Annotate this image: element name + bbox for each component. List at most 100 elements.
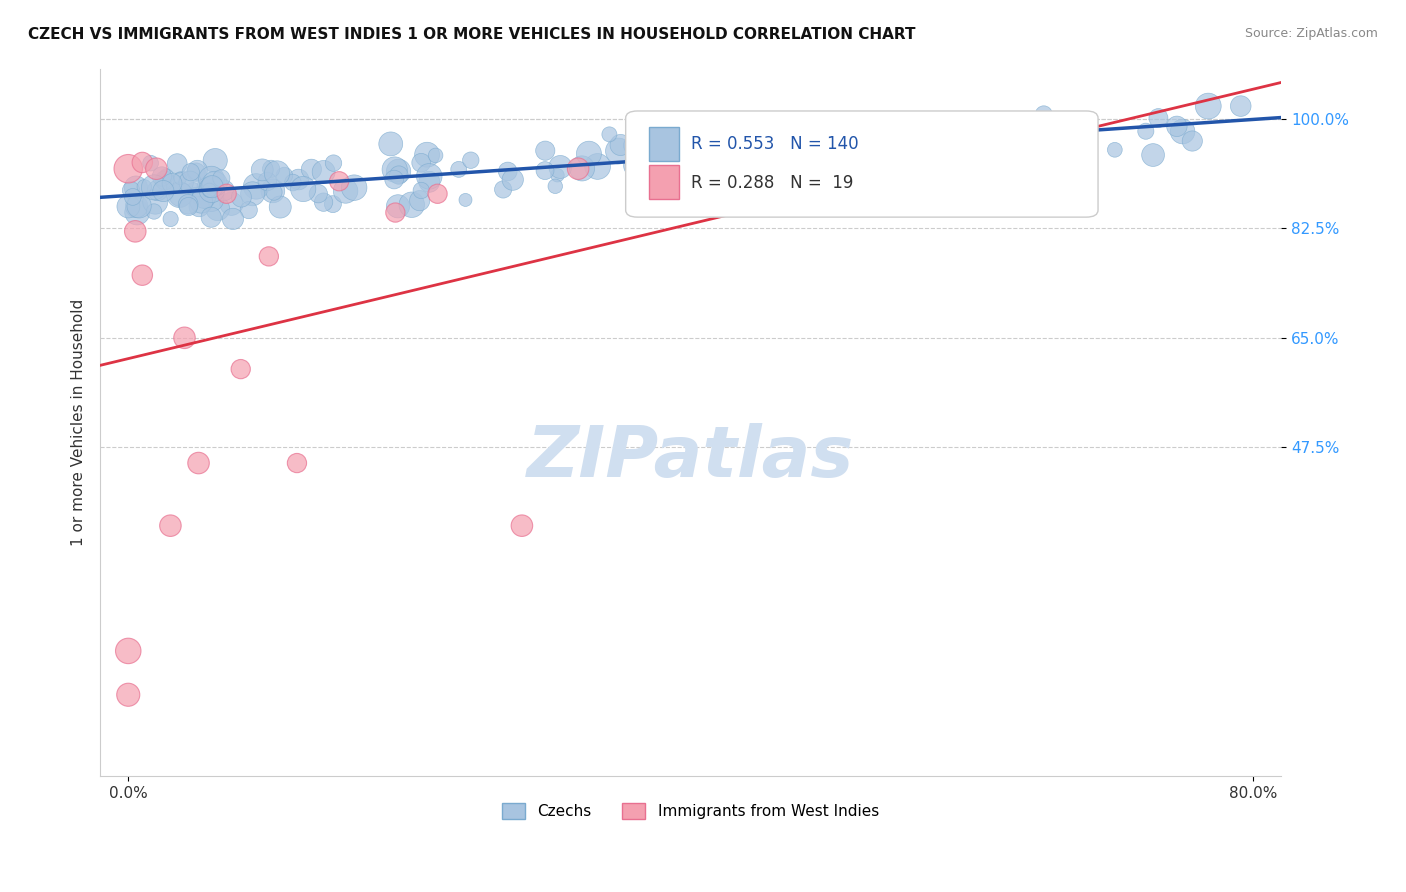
Point [215,186,238,201]
Point [200,211,222,225]
Point [1171,124,1194,138]
Point [266,166,288,180]
Point [1147,111,1170,125]
Point [169,171,191,186]
Point [460,153,482,168]
Point [388,168,411,182]
Point [212,183,235,197]
Point [721,161,744,175]
Point [281,176,304,190]
Point [1166,120,1188,134]
Point [292,182,315,196]
Point [160,177,183,191]
Point [586,160,609,174]
Point [335,184,357,198]
Point [426,186,449,201]
Point [172,176,194,190]
Point [188,200,211,214]
Point [146,183,169,197]
Point [120,183,142,197]
Point [173,331,195,345]
Point [273,169,295,183]
Point [201,179,224,194]
Point [231,190,253,204]
Point [201,183,224,197]
Point [637,149,659,163]
Point [134,179,156,194]
Point [124,224,146,238]
Point [181,182,204,196]
Point [621,170,644,185]
Point [184,188,207,202]
Point [190,194,212,209]
Point [967,131,990,145]
Point [387,199,409,213]
Point [382,172,405,186]
Point [408,194,430,208]
Point [117,688,139,702]
Point [169,187,191,202]
Point [578,146,600,161]
Point [322,197,344,211]
Point [623,159,645,173]
Point [416,147,439,161]
Point [714,141,737,155]
Point [159,518,181,533]
Point [117,644,139,658]
Point [884,135,907,149]
Point [671,137,693,152]
Point [125,199,148,213]
Point [534,144,557,158]
Point [550,160,572,174]
Point [269,200,291,214]
Point [598,128,620,142]
Bar [650,127,679,161]
Point [287,172,309,186]
Point [139,156,162,170]
Point [252,162,274,177]
Point [384,162,406,177]
Point [117,161,139,176]
Point [343,180,366,194]
Point [285,456,308,470]
Point [257,249,280,263]
Point [256,174,278,188]
Point [209,171,232,186]
Point [766,139,789,153]
Point [418,175,440,189]
Point [567,161,589,176]
Text: R = 0.553   N = 140: R = 0.553 N = 140 [690,136,858,153]
Point [195,179,218,194]
Point [846,147,869,161]
Text: R = 0.288   N =  19: R = 0.288 N = 19 [690,174,853,192]
Point [1032,107,1054,121]
Y-axis label: 1 or more Vehicles in Household: 1 or more Vehicles in Household [72,299,86,546]
Point [143,180,166,194]
Point [184,165,207,179]
Point [425,148,447,162]
Point [200,192,222,206]
Point [418,169,440,184]
Point [621,138,644,153]
Point [242,186,264,201]
Point [641,153,664,167]
Point [607,144,630,158]
Point [143,204,166,219]
Point [186,163,208,178]
Point [222,211,245,226]
Point [204,153,226,168]
Point [534,163,557,178]
Bar [650,166,679,200]
Point [193,190,215,204]
Point [411,155,433,169]
Point [860,131,883,145]
Point [1135,124,1157,138]
Point [546,168,568,182]
Point [834,120,856,135]
Point [143,194,166,209]
Point [117,199,139,213]
FancyBboxPatch shape [626,111,1098,217]
Point [153,173,176,187]
Point [387,164,409,178]
Point [312,195,335,210]
